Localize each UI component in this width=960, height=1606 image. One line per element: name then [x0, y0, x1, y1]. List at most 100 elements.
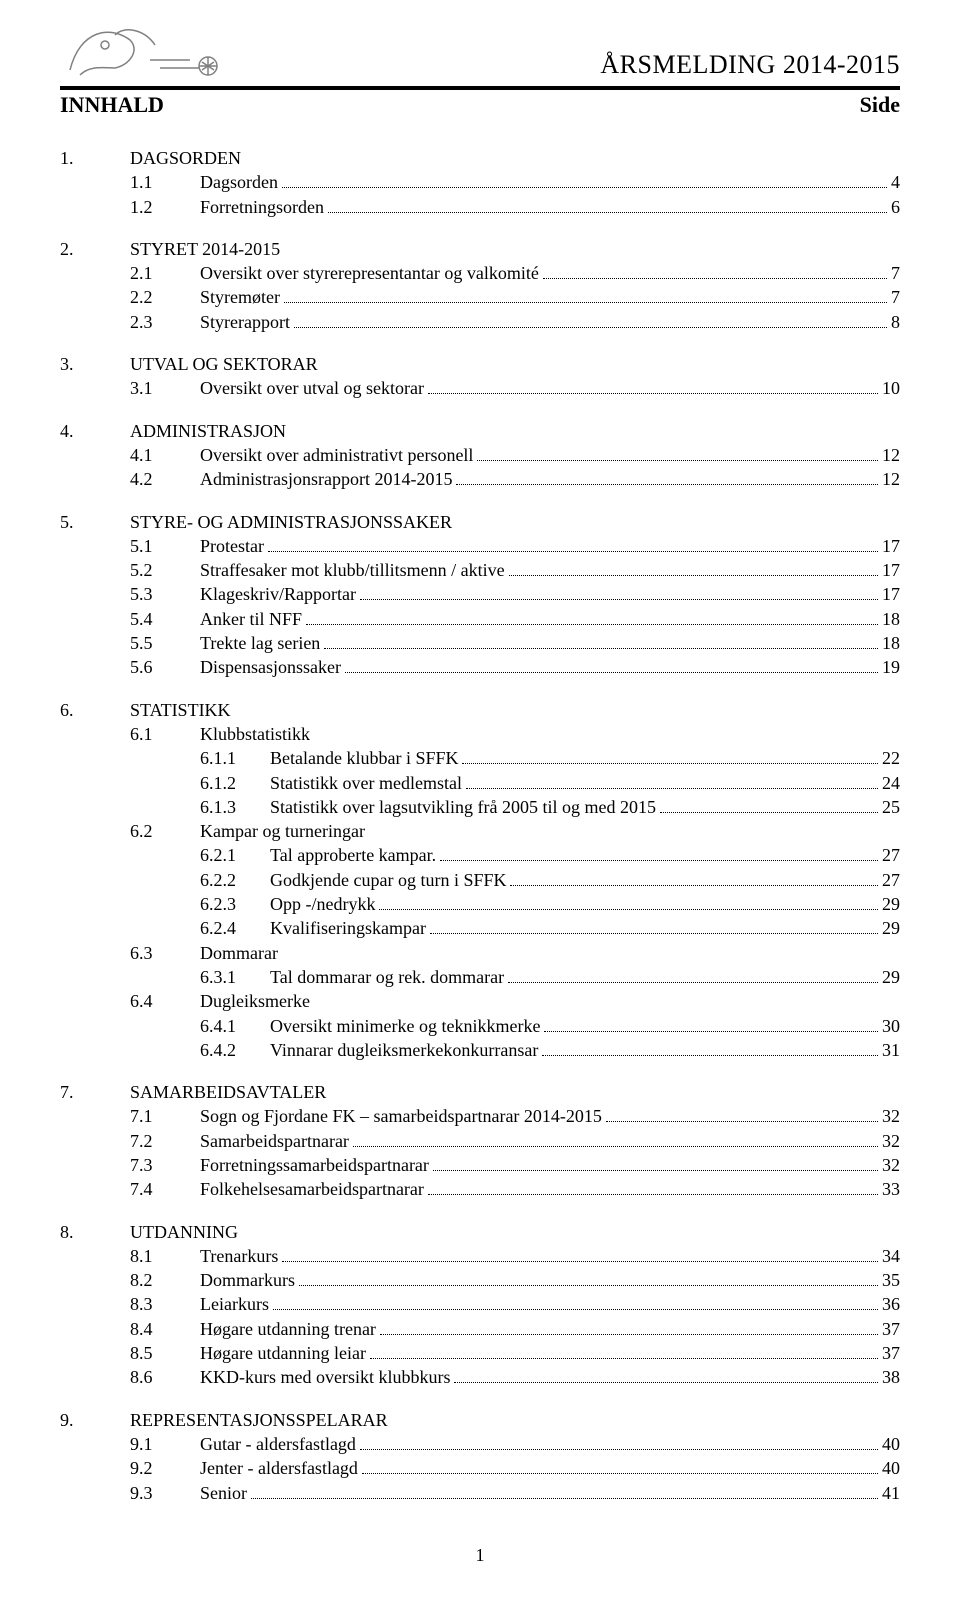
toc-section-title: SAMARBEIDSAVTALER — [130, 1080, 900, 1104]
toc-section-title: ADMINISTRASJON — [130, 419, 900, 443]
toc-entry-text: Trekte lag serien — [200, 631, 320, 655]
toc-entry: 8.2Dommarkurs35 — [60, 1268, 900, 1292]
toc-section-title: DAGSORDEN — [130, 146, 900, 170]
toc-entry-text: Styrerapport — [200, 310, 290, 334]
toc-entry-text: Klageskriv/Rapportar — [200, 582, 356, 606]
document-page: ÅRSMELDING 2014-2015 INNHALD Side 1.DAGS… — [0, 0, 960, 1606]
toc-leader — [360, 1449, 878, 1450]
toc-entry: 7.2Samarbeidspartnarar32 — [60, 1129, 900, 1153]
toc-subheading: 6.4Dugleiksmerke — [60, 989, 900, 1013]
toc-section-title: UTDANNING — [130, 1220, 900, 1244]
toc-entry-page: 6 — [891, 195, 900, 219]
toc-entry-text: Sogn og Fjordane FK – samarbeidspartnara… — [200, 1104, 602, 1128]
toc-entry-number: 5.5 — [130, 631, 200, 655]
toc-section-heading: 3.UTVAL OG SEKTORAR — [60, 352, 900, 376]
toc-leader — [510, 885, 878, 886]
toc-section-heading: 8.UTDANNING — [60, 1220, 900, 1244]
toc-entry-text: Oversikt over styrerepresentantar og val… — [200, 261, 539, 285]
toc-section-number: 2. — [60, 237, 130, 261]
toc-entry-page: 30 — [882, 1014, 900, 1038]
toc-entry-number: 9.2 — [130, 1456, 200, 1480]
toc-entry-number: 2.3 — [130, 310, 200, 334]
toc-entry: 8.6KKD-kurs med oversikt klubbkurs38 — [60, 1365, 900, 1389]
toc-entry-number: 6.1.3 — [200, 795, 270, 819]
toc-entry-number: 7.1 — [130, 1104, 200, 1128]
toc-section: 9.REPRESENTASJONSSPELARAR9.1Gutar - alde… — [60, 1408, 900, 1505]
toc-entry-text: Høgare utdanning trenar — [200, 1317, 376, 1341]
toc-entry: 4.1Oversikt over administrativt personel… — [60, 443, 900, 467]
toc-entry-page: 12 — [882, 443, 900, 467]
toc-entry-text: Straffesaker mot klubb/tillitsmenn / akt… — [200, 558, 505, 582]
toc-entry-number: 7.4 — [130, 1177, 200, 1201]
toc-section-title: UTVAL OG SEKTORAR — [130, 352, 900, 376]
footer-page-number: 1 — [60, 1545, 900, 1566]
toc-leader — [379, 909, 878, 910]
toc-section-title: STYRET 2014-2015 — [130, 237, 900, 261]
contents-label: INNHALD — [60, 92, 164, 118]
toc-entry-page: 17 — [882, 534, 900, 558]
toc-entry-page: 29 — [882, 965, 900, 989]
toc-entry-text: Kampar og turneringar — [200, 819, 365, 843]
toc-entry-number: 1.1 — [130, 170, 200, 194]
toc-section-heading: 2.STYRET 2014-2015 — [60, 237, 900, 261]
toc-leader — [454, 1382, 878, 1383]
toc-leader — [430, 933, 878, 934]
toc-leader — [370, 1358, 878, 1359]
toc-section-heading: 5.STYRE- OG ADMINISTRASJONSSAKER — [60, 510, 900, 534]
toc-section-heading: 9.REPRESENTASJONSSPELARAR — [60, 1408, 900, 1432]
toc-subheading: 6.1Klubbstatistikk — [60, 722, 900, 746]
toc-entry: 5.3Klageskriv/Rapportar17 — [60, 582, 900, 606]
toc-subheading: 6.2Kampar og turneringar — [60, 819, 900, 843]
toc-entry-text: Forretningssamarbeidspartnarar — [200, 1153, 429, 1177]
toc-entry-page: 32 — [882, 1104, 900, 1128]
toc-entry: 5.2Straffesaker mot klubb/tillitsmenn / … — [60, 558, 900, 582]
toc-entry-number: 4.1 — [130, 443, 200, 467]
toc-entry-text: Høgare utdanning leiar — [200, 1341, 366, 1365]
toc-section-heading: 4.ADMINISTRASJON — [60, 419, 900, 443]
toc-entry-text: Betalande klubbar i SFFK — [270, 746, 458, 770]
toc-entry-text: Dispensasjonssaker — [200, 655, 341, 679]
toc-subentry: 6.1.3Statistikk over lagsutvikling frå 2… — [60, 795, 900, 819]
toc-leader — [251, 1498, 878, 1499]
toc-entry-number: 5.6 — [130, 655, 200, 679]
toc-entry: 7.4Folkehelsesamarbeidspartnarar33 — [60, 1177, 900, 1201]
toc-entry-text: Samarbeidspartnarar — [200, 1129, 349, 1153]
toc-entry: 2.3Styrerapport8 — [60, 310, 900, 334]
toc-section-title: STATISTIKK — [130, 698, 900, 722]
toc-leader — [428, 1194, 878, 1195]
toc-entry-page: 10 — [882, 376, 900, 400]
toc-leader — [660, 812, 878, 813]
toc-entry-text: Anker til NFF — [200, 607, 302, 631]
toc-entry-number: 5.4 — [130, 607, 200, 631]
toc-entry: 8.3Leiarkurs36 — [60, 1292, 900, 1316]
toc-section: 1.DAGSORDEN1.1Dagsorden41.2Forretningsor… — [60, 146, 900, 219]
toc-entry: 9.3Senior41 — [60, 1481, 900, 1505]
toc-leader — [299, 1285, 878, 1286]
toc-entry-number: 6.3.1 — [200, 965, 270, 989]
toc-entry-page: 36 — [882, 1292, 900, 1316]
toc-entry-number: 7.3 — [130, 1153, 200, 1177]
toc-leader — [306, 624, 878, 625]
document-title: ÅRSMELDING 2014-2015 — [600, 50, 900, 80]
toc-entry: 7.1Sogn og Fjordane FK – samarbeidspartn… — [60, 1104, 900, 1128]
toc-entry-page: 31 — [882, 1038, 900, 1062]
toc-entry-number: 8.5 — [130, 1341, 200, 1365]
toc-section-number: 5. — [60, 510, 130, 534]
toc-leader — [606, 1121, 878, 1122]
toc-section-number: 1. — [60, 146, 130, 170]
toc-entry-text: Kvalifiseringskampar — [270, 916, 426, 940]
toc-section: 2.STYRET 2014-20152.1Oversikt over styre… — [60, 237, 900, 334]
toc-entry-number: 6.2.4 — [200, 916, 270, 940]
toc-entry-number: 6.2.1 — [200, 843, 270, 867]
toc-leader — [345, 672, 878, 673]
logo — [60, 20, 220, 80]
toc-section-heading: 1.DAGSORDEN — [60, 146, 900, 170]
toc-entry-page: 7 — [891, 261, 900, 285]
toc-entry-page: 29 — [882, 916, 900, 940]
toc-entry: 2.1Oversikt over styrerepresentantar og … — [60, 261, 900, 285]
toc-leader — [380, 1334, 878, 1335]
toc-entry-page: 18 — [882, 607, 900, 631]
toc-leader — [282, 1261, 878, 1262]
toc-section-title: STYRE- OG ADMINISTRASJONSSAKER — [130, 510, 900, 534]
toc-entry-text: Protestar — [200, 534, 264, 558]
